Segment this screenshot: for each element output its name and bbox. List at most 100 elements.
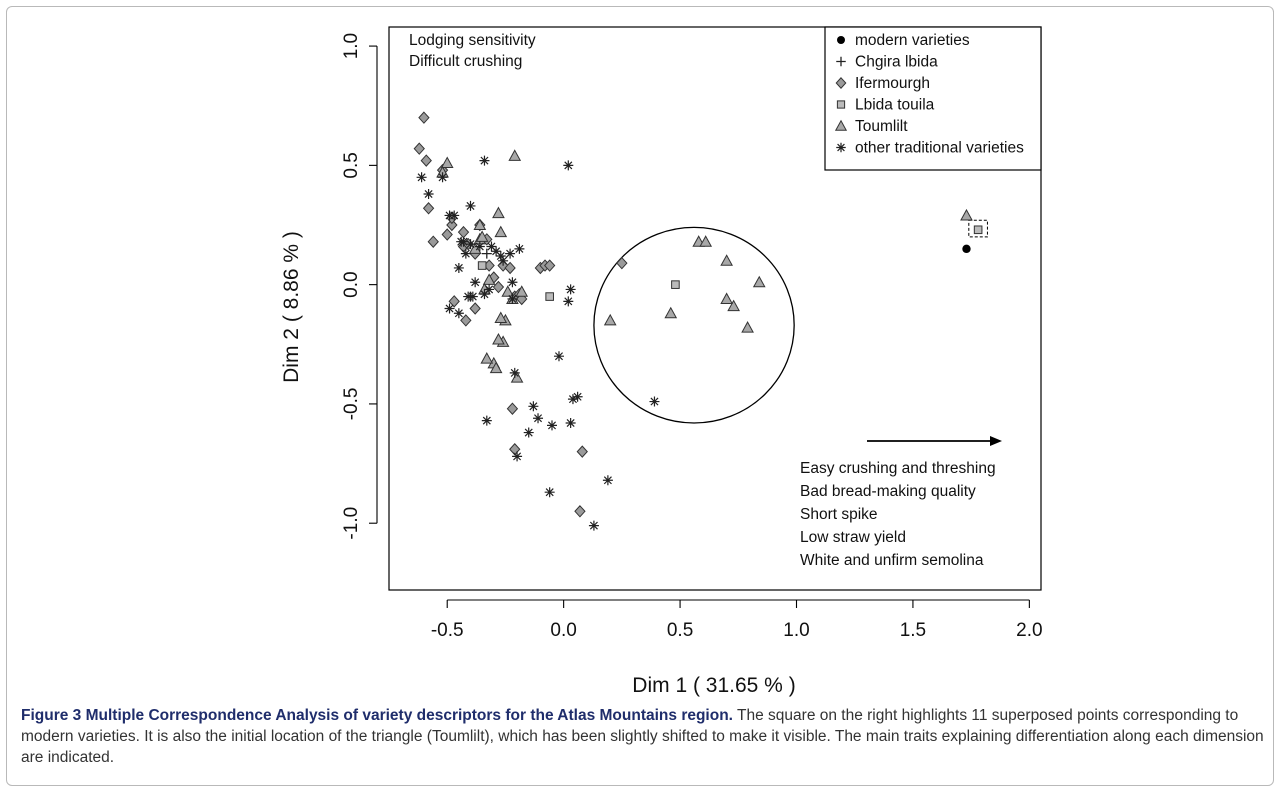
- star-shape: [563, 160, 574, 171]
- triangle-shape: [489, 361, 503, 374]
- triangle-shape: [699, 235, 713, 247]
- data-point: [515, 285, 529, 297]
- data-point: [671, 280, 680, 289]
- data-point: [543, 259, 556, 272]
- legend-box: [824, 26, 1042, 171]
- data-point: [418, 111, 430, 124]
- star-shape: [512, 451, 523, 462]
- triangle-shape: [752, 275, 766, 288]
- triangle-shape: [960, 208, 973, 221]
- data-point: [444, 210, 455, 221]
- triangle-shape: [508, 149, 522, 161]
- triangle-shape: [515, 285, 529, 297]
- data-point: [416, 172, 427, 183]
- star-shape: [505, 248, 516, 259]
- dot-shape: [962, 244, 971, 254]
- data-point: [616, 256, 628, 270]
- star-shape: [481, 415, 492, 426]
- data-point: [962, 244, 971, 254]
- data-point: [498, 255, 509, 266]
- trait-label-dim2: Difficult crushing: [409, 53, 522, 70]
- star-shape: [474, 241, 485, 252]
- plus-shape: [836, 56, 846, 67]
- data-points: [413, 111, 983, 531]
- y-axis: -1.0 -0.5 0.0 0.5 1.0: [341, 33, 378, 540]
- legend-marker-icon: [837, 36, 845, 44]
- star-shape: [479, 155, 490, 166]
- data-point: [457, 225, 470, 239]
- data-point: [504, 261, 516, 275]
- data-point: [741, 321, 754, 333]
- star-shape: [437, 172, 448, 183]
- data-point: [481, 248, 492, 259]
- star-shape: [498, 255, 509, 266]
- legend-label: Lbida touila: [855, 97, 935, 114]
- star-shape: [456, 236, 467, 247]
- legend-label: Chgira lbida: [855, 54, 938, 71]
- data-point: [514, 243, 525, 254]
- triangle-shape: [603, 313, 617, 326]
- data-point: [602, 475, 613, 486]
- diamond-shape: [835, 77, 847, 89]
- plus-shape: [481, 248, 492, 259]
- highlight-ellipse: [593, 226, 795, 424]
- triangle-shape: [834, 119, 848, 131]
- data-point: [720, 292, 733, 304]
- highlight-layer: [593, 219, 988, 424]
- data-point: [528, 401, 539, 412]
- caption-label: Figure 3 Multiple Correspondence Analysi…: [21, 707, 733, 724]
- star-shape: [444, 210, 455, 221]
- data-point: [494, 311, 508, 324]
- legend-marker-icon: [836, 142, 846, 153]
- data-point: [440, 156, 454, 168]
- trait-label-dim2: Lodging sensitivity: [409, 32, 536, 49]
- star-shape: [602, 475, 613, 486]
- data-point: [448, 295, 460, 308]
- square-shape: [545, 292, 554, 301]
- legend-label: other traditional varieties: [855, 140, 1024, 157]
- data-point: [507, 293, 518, 304]
- star-shape: [563, 296, 574, 307]
- star-shape: [416, 172, 427, 183]
- data-point: [501, 285, 515, 297]
- data-point: [752, 275, 766, 288]
- data-point: [533, 413, 544, 424]
- diamond-shape: [441, 228, 453, 241]
- data-point: [444, 303, 455, 314]
- data-point: [588, 520, 599, 531]
- data-point: [492, 206, 505, 219]
- data-point: [481, 415, 492, 426]
- data-point: [509, 443, 521, 456]
- x-tick-label: 0.5: [667, 620, 693, 641]
- star-shape: [423, 188, 434, 199]
- data-point: [492, 280, 505, 294]
- star-shape: [523, 427, 534, 438]
- star-shape: [567, 394, 578, 405]
- star-shape: [514, 243, 525, 254]
- data-point: [495, 251, 506, 262]
- star-shape: [507, 293, 518, 304]
- legend-label: Ifermourgh: [855, 75, 930, 92]
- diamond-shape: [576, 445, 588, 458]
- legend-marker-icon: [836, 100, 846, 109]
- y-axis-label: Dim 2 ( 8.86 % ): [280, 231, 303, 383]
- triangle-shape: [720, 292, 733, 304]
- data-point: [479, 289, 490, 300]
- star-shape: [509, 367, 520, 378]
- diamond-shape: [448, 295, 460, 308]
- star-shape: [553, 351, 564, 362]
- diamond-shape: [616, 256, 628, 270]
- y-tick-label: 1.0: [341, 33, 362, 59]
- series-lbida-touila: [477, 225, 983, 301]
- data-point: [567, 394, 578, 405]
- diamond-shape: [469, 302, 481, 315]
- triangle-shape: [440, 156, 454, 168]
- legend-label: Toumlilt: [855, 118, 908, 135]
- legend-marker-icon: [835, 77, 847, 89]
- data-point: [507, 277, 518, 288]
- data-point: [491, 246, 502, 257]
- triangle-shape: [492, 332, 505, 345]
- diamond-shape: [422, 202, 435, 215]
- data-point: [508, 149, 522, 161]
- diamond-shape: [457, 225, 470, 239]
